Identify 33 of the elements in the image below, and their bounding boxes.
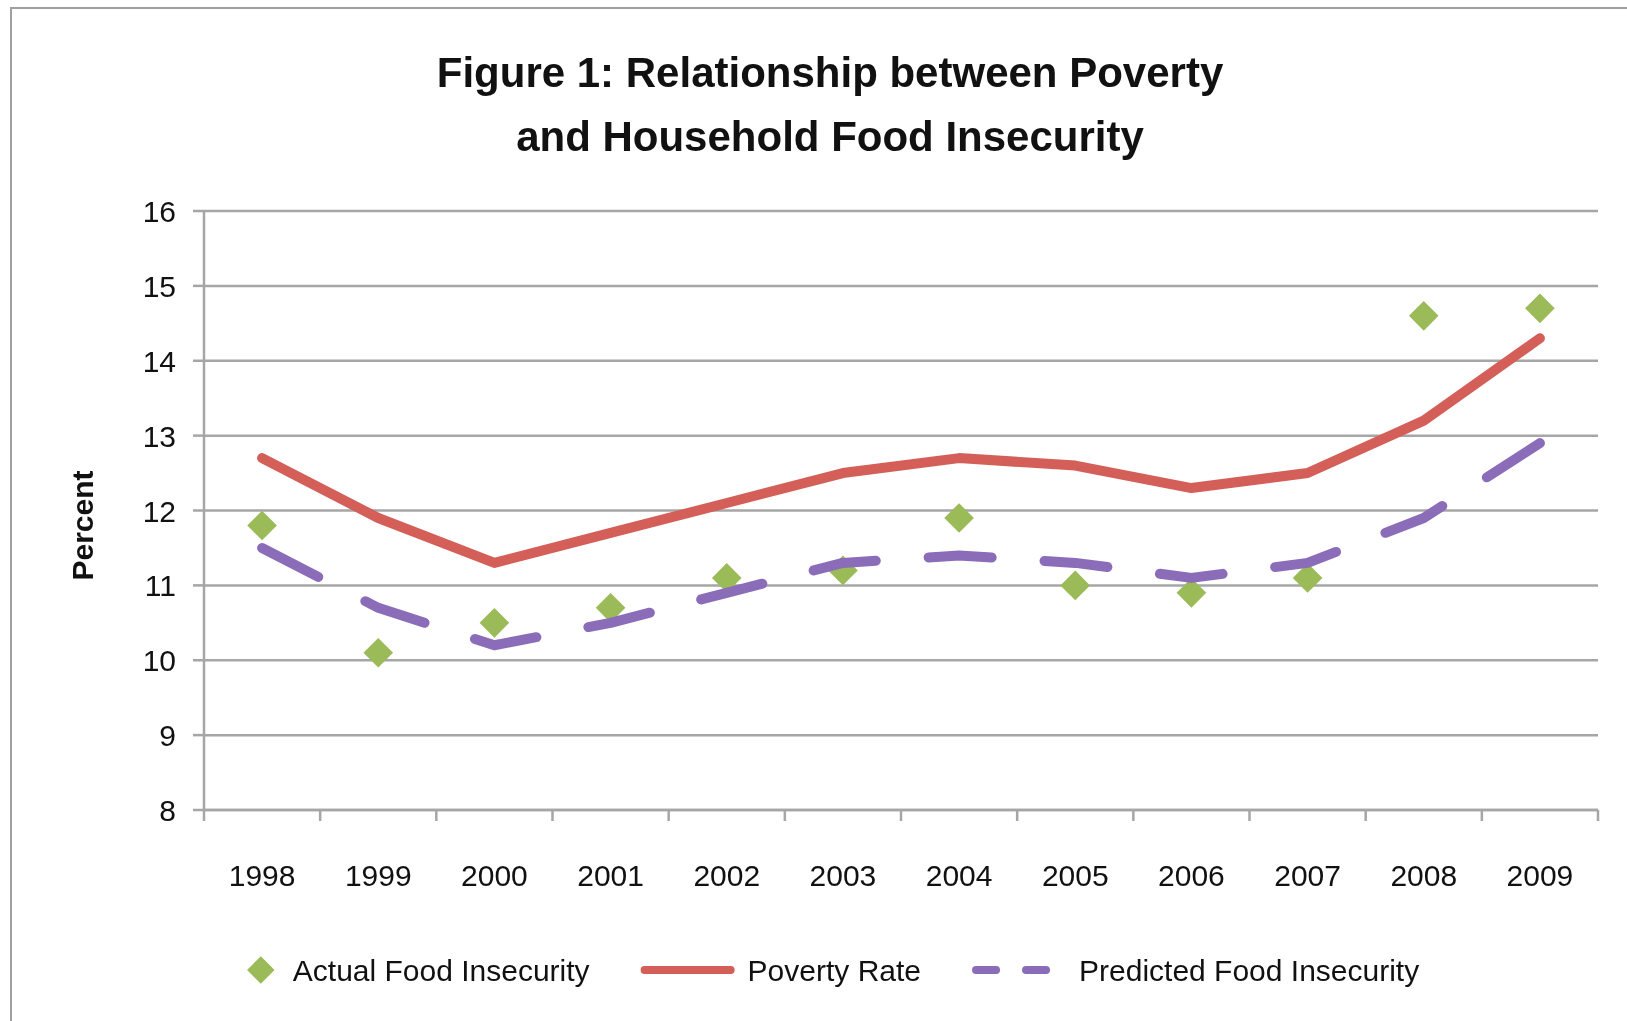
y-tick-label: 8 (159, 793, 176, 827)
x-tick-label: 2001 (577, 858, 644, 892)
legend-label: Actual Food Insecurity (292, 953, 590, 987)
y-tick-label: 9 (159, 718, 176, 752)
point (944, 503, 974, 533)
x-tick-label: 2006 (1158, 858, 1225, 892)
x-tick-label: 2005 (1041, 858, 1109, 892)
y-tick-label: 13 (142, 419, 176, 453)
point (1408, 301, 1439, 331)
x-tick-label: 2009 (1506, 858, 1574, 892)
x-tick-label: 1999 (344, 858, 412, 892)
legend-label: Poverty Rate (747, 953, 922, 987)
y-tick-label: 12 (142, 494, 176, 527)
x-tick-label: 1998 (228, 858, 296, 892)
y-tick-label: 14 (142, 344, 176, 378)
x-tick-label: 2002 (693, 858, 761, 892)
point (247, 510, 277, 541)
x-tick-label: 2004 (925, 858, 993, 892)
x-tick-label: 2008 (1390, 858, 1458, 892)
x-tick-label: 2000 (461, 858, 528, 892)
x-tick-label: 2007 (1274, 858, 1341, 892)
point (479, 607, 510, 638)
chart-title: Figure 1: Relationship between Poverty and Household Food Insecurity (436, 48, 1224, 160)
legend-label: Predicted Food Insecurity (1079, 953, 1420, 987)
y-tick-label: 15 (142, 269, 176, 303)
y-tick-label: 16 (142, 194, 176, 228)
point (363, 637, 394, 668)
y-tick-label: 11 (144, 568, 176, 602)
y-axis-title: Percent (65, 470, 99, 581)
point (1525, 293, 1555, 324)
x-tick-label: 2003 (809, 858, 877, 892)
point (1060, 570, 1091, 601)
y-tick-label: 10 (142, 643, 176, 677)
